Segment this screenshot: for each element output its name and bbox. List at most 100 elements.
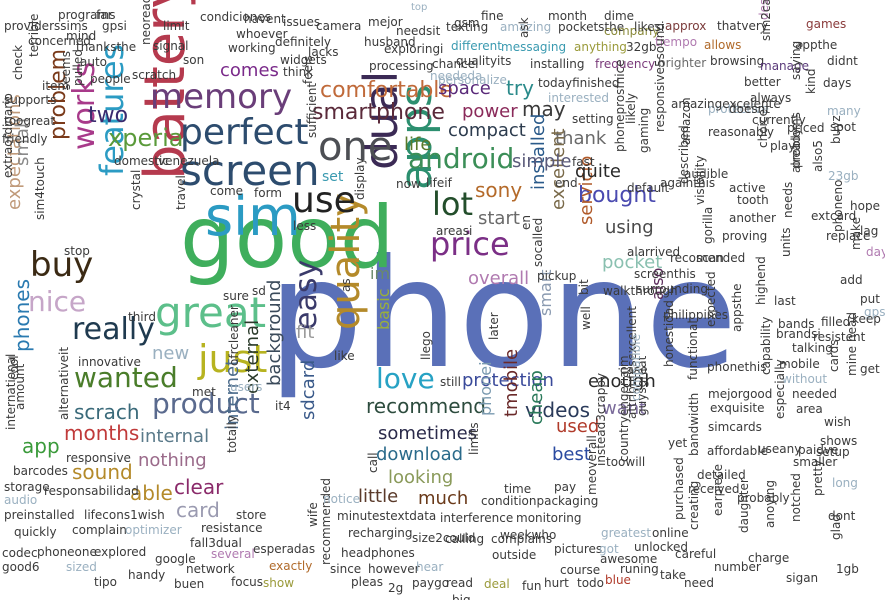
cloud-word: love bbox=[376, 362, 435, 395]
cloud-word: unlocked bbox=[634, 540, 689, 554]
cloud-word: area bbox=[796, 402, 823, 416]
cloud-word: doesnt bbox=[729, 102, 770, 116]
cloud-word: crystal bbox=[129, 169, 143, 210]
cloud-word: thanksthe bbox=[76, 40, 137, 54]
cloud-word: sdcard bbox=[298, 359, 319, 420]
cloud-word: good bbox=[180, 188, 395, 288]
cloud-word: add bbox=[840, 273, 863, 287]
cloud-word: mejor bbox=[368, 15, 403, 29]
cloud-word: screen bbox=[180, 146, 320, 195]
cloud-word: start bbox=[478, 208, 520, 229]
cloud-word: come bbox=[210, 184, 244, 198]
cloud-word: now bbox=[396, 177, 421, 191]
cloud-word: protection bbox=[462, 370, 554, 391]
cloud-word: product bbox=[152, 387, 260, 420]
cloud-word: responsabilidad bbox=[44, 484, 139, 498]
cloud-word: mind bbox=[66, 29, 97, 43]
cloud-word: store bbox=[236, 508, 267, 522]
cloud-word: optimizer bbox=[125, 523, 182, 537]
cloud-word: item bbox=[42, 79, 70, 93]
cloud-word: mejorgood bbox=[708, 387, 773, 401]
cloud-word: interference bbox=[440, 511, 514, 525]
cloud-word: sim bbox=[205, 185, 301, 248]
cloud-word: widgets bbox=[280, 53, 327, 67]
cloud-word: screenthis bbox=[634, 267, 696, 281]
cloud-word: replace bbox=[826, 229, 871, 243]
cloud-word: lifecons1wish bbox=[84, 508, 165, 522]
cloud-word: buen bbox=[174, 577, 205, 591]
cloud-word: ofrcleaner bbox=[227, 305, 241, 366]
cloud-word: pictures bbox=[554, 542, 603, 556]
cloud-word: limit bbox=[163, 19, 190, 33]
cloud-word: top bbox=[411, 2, 428, 13]
cloud-word: appsthe bbox=[730, 283, 744, 332]
cloud-word: set bbox=[322, 169, 344, 185]
cloud-word: innovative bbox=[78, 355, 141, 369]
cloud-word: explored bbox=[94, 545, 147, 559]
cloud-word: months bbox=[64, 421, 140, 445]
cloud-word: hear bbox=[416, 560, 444, 574]
cloud-word: card bbox=[176, 498, 220, 522]
cloud-word: surrounding bbox=[636, 282, 708, 296]
cloud-word: socalled bbox=[531, 217, 545, 267]
cloud-word: weekwho bbox=[500, 528, 557, 542]
cloud-word: phoneprosfnice bbox=[613, 59, 627, 152]
cloud-word: allows bbox=[704, 38, 742, 52]
cloud-word: exactly bbox=[269, 559, 313, 573]
cloud-word: amazingexcelente bbox=[671, 97, 781, 111]
cloud-word: alternativeit bbox=[57, 346, 71, 420]
cloud-word: fine bbox=[481, 9, 504, 23]
cloud-word: hurt bbox=[544, 576, 569, 590]
cloud-word: download bbox=[376, 444, 464, 465]
cloud-word: shows bbox=[820, 434, 858, 448]
cloud-word: wife bbox=[306, 502, 320, 527]
cloud-word: complains bbox=[491, 532, 553, 546]
cloud-word: extcard bbox=[811, 209, 857, 223]
cloud-word: sound bbox=[72, 460, 133, 484]
cloud-word: day bbox=[866, 245, 885, 259]
cloud-word: limits bbox=[467, 422, 481, 455]
cloud-word: careful bbox=[675, 547, 717, 561]
cloud-word: perfect bbox=[180, 112, 309, 153]
cloud-word: sized bbox=[66, 560, 97, 574]
cloud-word: recommend bbox=[366, 394, 486, 418]
cloud-word: like bbox=[334, 349, 355, 363]
cloud-word: sure bbox=[223, 289, 249, 303]
cloud-word: exploringi bbox=[384, 42, 444, 56]
cloud-word: barcodes bbox=[13, 464, 68, 478]
cloud-word: philippines bbox=[663, 308, 729, 322]
cloud-word: scrach bbox=[74, 400, 140, 424]
cloud-word: processing bbox=[369, 59, 434, 73]
cloud-word: xperia bbox=[108, 124, 184, 152]
cloud-word: just bbox=[198, 337, 268, 381]
cloud-word: recomended bbox=[670, 251, 746, 265]
cloud-word: online bbox=[652, 526, 689, 540]
cloud-word: installing bbox=[530, 57, 585, 71]
cloud-word: gsm bbox=[454, 16, 480, 30]
cloud-word: may bbox=[522, 97, 566, 121]
cloud-word: domestic bbox=[114, 154, 169, 168]
cloud-word: needsit bbox=[396, 24, 441, 38]
cloud-word: display bbox=[353, 157, 367, 200]
cloud-word: charge bbox=[748, 551, 790, 565]
cloud-word: cheap bbox=[526, 370, 547, 425]
cloud-word: take bbox=[660, 568, 686, 582]
cloud-word: gps bbox=[864, 305, 885, 319]
cloud-word: needed bbox=[792, 387, 837, 401]
cloud-word: long bbox=[832, 476, 858, 490]
cloud-word: phone bbox=[268, 228, 738, 402]
cloud-word: easy bbox=[289, 259, 324, 330]
cloud-word: exquisite bbox=[710, 401, 765, 415]
cloud-word: bands bbox=[778, 317, 815, 331]
cloud-word: end bbox=[555, 176, 578, 190]
cloud-word: form bbox=[254, 186, 282, 200]
cloud-word: it4 bbox=[275, 399, 291, 413]
cloud-word: anything bbox=[574, 40, 627, 54]
cloud-word: put bbox=[860, 292, 880, 306]
cloud-word: already bbox=[789, 128, 803, 173]
cloud-word: compact bbox=[448, 120, 526, 141]
cloud-word: auto bbox=[80, 55, 108, 69]
cloud-word: especially bbox=[773, 359, 787, 419]
cloud-word: case bbox=[620, 363, 648, 377]
cloud-word: 1gb bbox=[836, 562, 859, 576]
